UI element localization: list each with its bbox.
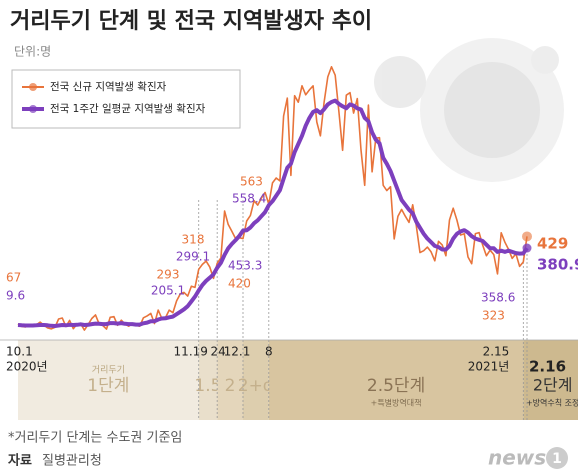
end-point: [522, 243, 532, 253]
stage-band: [242, 340, 269, 420]
end-point: [522, 231, 532, 242]
virus-decoration: [374, 38, 564, 182]
source-label: 자료: [8, 454, 32, 469]
logo-badge: [546, 447, 568, 469]
legend-dot: [29, 105, 37, 113]
annotation: 558.4: [232, 192, 266, 206]
series-line: [17, 98, 529, 328]
legend-label: 전국 신규 지역발생 확진자: [50, 80, 167, 93]
chart-title: 거리두기 단계 및 전국 지역발생자 추이: [10, 9, 372, 34]
x-tick-label: 11.19: [174, 345, 208, 359]
annotation: 358.6: [481, 291, 515, 305]
x-tick-label: 12.1: [224, 345, 251, 359]
x-tick-label: 8: [265, 345, 273, 359]
stage-band: [523, 340, 578, 420]
stage-label: 2+α: [238, 376, 274, 396]
annotation: 380.9: [537, 256, 578, 274]
stage-label: 1단계: [87, 376, 129, 396]
x-tick-label: 24: [211, 345, 226, 359]
stage-prefix: 거리두기: [92, 365, 125, 376]
annotation: 420: [228, 277, 251, 291]
x-tick-label: 2.15: [483, 345, 510, 359]
stage-band: [268, 340, 524, 420]
stage-suffix: +특별방역대책: [371, 398, 422, 408]
legend-dot: [29, 83, 37, 91]
stage-label: 2단계: [533, 376, 573, 395]
stage-band: [217, 340, 243, 420]
annotation: 67: [6, 271, 21, 285]
legend-box: [11, 69, 241, 129]
logo: 1: [552, 451, 562, 467]
annotation: 318: [182, 233, 205, 247]
logo: news: [488, 446, 546, 470]
annotation: 563: [240, 175, 263, 189]
note: *거리두기 단계는 수도권 기준임: [8, 431, 182, 446]
stage-label: 2.5단계: [367, 376, 425, 396]
annotation: 205.1: [151, 284, 185, 298]
stage-band: [18, 340, 199, 420]
source: 질병관리청: [42, 454, 102, 469]
stage-label: 2: [225, 376, 236, 396]
annotation: 299.1: [176, 250, 210, 264]
annotation: 293: [157, 268, 180, 282]
x-tick-label: 2.16: [529, 358, 566, 376]
x-tick-label: 10.1: [6, 345, 33, 359]
annotation: 9.6: [6, 289, 25, 303]
annotation: 429: [537, 235, 568, 253]
year-label: 2021년: [468, 360, 510, 374]
stage-label: 1.5: [194, 376, 221, 396]
annotation: 453.3: [228, 259, 262, 273]
stage-suffix: +방역수칙 조정: [526, 398, 578, 408]
stage-band: [198, 340, 218, 420]
year-label: 2020년: [6, 360, 48, 374]
unit: 단위:명: [14, 45, 51, 59]
annotation: 323: [482, 309, 505, 323]
legend-label: 전국 1주간 일평균 지역발생 확진자: [50, 102, 206, 115]
